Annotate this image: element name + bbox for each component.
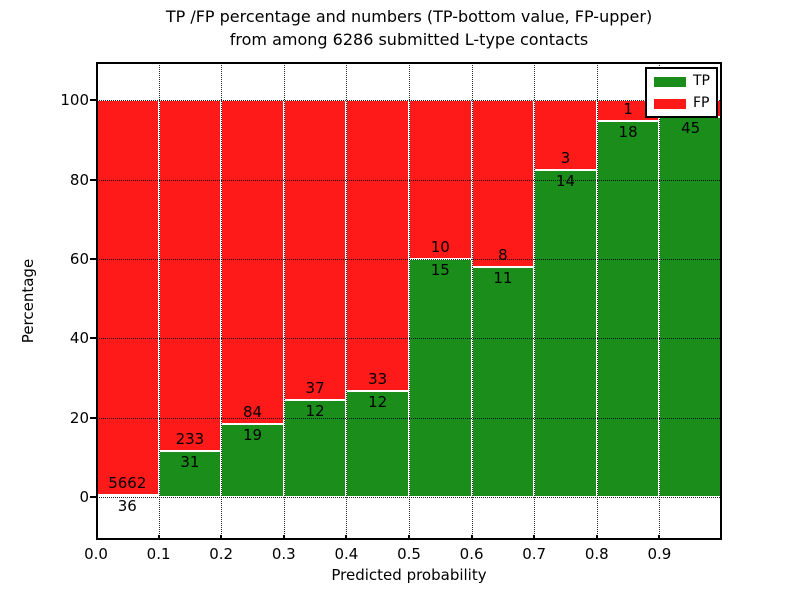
- y-tick-label: 100: [60, 91, 89, 110]
- legend-label-fp: FP: [693, 95, 710, 111]
- x-gridline: [158, 62, 160, 540]
- bar-segment-tp: [283, 399, 347, 498]
- y-tick-label: 20: [69, 408, 89, 427]
- bar-label-fp: 37: [305, 378, 325, 397]
- bar-label-tp: 12: [368, 393, 388, 412]
- x-tick-label: 0.4: [334, 545, 359, 563]
- plot-area: 365662312331984123712331510118143181452: [96, 62, 722, 540]
- legend-swatch-fp: [654, 98, 686, 109]
- y-tick-label: 40: [69, 329, 89, 348]
- x-tick: [157, 535, 160, 540]
- bar-segment-fp: [221, 100, 284, 424]
- y-tick: [90, 178, 96, 181]
- y-tick: [90, 257, 96, 260]
- bar-label-fp: 84: [242, 402, 263, 421]
- bar-segment-fp: [96, 100, 159, 495]
- x-tick: [533, 535, 536, 540]
- bar-segment-tp: [221, 423, 284, 498]
- legend-swatch-tp: [654, 76, 686, 87]
- x-tick-label: 0.2: [209, 545, 234, 563]
- bar-label-fp: 5662: [108, 473, 147, 492]
- x-tick: [658, 535, 661, 540]
- chart-title-line2: from among 6286 submitted L-type contact…: [229, 30, 589, 49]
- bar-label-tp: 31: [180, 452, 200, 471]
- bar-segment-fp: [283, 100, 347, 400]
- x-tick: [408, 535, 410, 540]
- chart-title-line1: TP /FP percentage and numbers (TP-bottom…: [165, 7, 653, 26]
- bar-segment-fp: [158, 100, 222, 451]
- bar-segment-fp: [471, 100, 535, 268]
- bar-label-fp: 8: [498, 246, 508, 265]
- x-gridline: [409, 62, 410, 540]
- y-tick: [90, 99, 96, 102]
- x-gridline: [596, 62, 598, 540]
- bar-label-tp: 15: [430, 260, 450, 279]
- bar-segment-fp: [534, 100, 597, 171]
- x-gridline: [471, 62, 473, 540]
- x-tick-label: 0.1: [146, 545, 171, 563]
- bar-label-tp: 18: [618, 123, 638, 141]
- x-tick-label: 0.5: [397, 545, 421, 563]
- x-gridline: [346, 62, 348, 540]
- x-tick: [470, 535, 473, 540]
- x-tick-label: 0.7: [522, 545, 547, 563]
- x-tick: [282, 535, 285, 540]
- x-gridline: [221, 62, 223, 540]
- bar-label-fp: 233: [175, 429, 205, 448]
- x-tick-label: 0.9: [647, 545, 672, 563]
- bar-label-tp: 45: [681, 119, 701, 137]
- bar-segment-tp: [471, 267, 535, 498]
- legend: TP FP: [645, 67, 718, 118]
- y-tick: [90, 496, 96, 499]
- bar-segment-tp: [409, 258, 472, 498]
- x-tick-label: 0.0: [84, 545, 108, 563]
- x-gridline: [659, 62, 661, 540]
- x-tick: [345, 535, 348, 540]
- y-tick-label: 80: [69, 170, 89, 189]
- x-tick-label: 0.6: [459, 545, 484, 563]
- y-tick-label: 0: [79, 488, 89, 507]
- legend-entry-fp: FP: [654, 95, 710, 111]
- x-axis-label: Predicted probability: [331, 566, 487, 584]
- bar-segment-tp: [659, 117, 722, 498]
- bar-label-fp: 3: [560, 149, 571, 168]
- y-axis-label: Percentage: [19, 258, 37, 344]
- legend-label-tp: TP: [693, 73, 710, 89]
- x-gridline: [534, 62, 536, 540]
- bar-label-tp: 11: [493, 269, 513, 288]
- legend-entry-tp: TP: [654, 73, 710, 89]
- x-tick-label: 0.3: [271, 545, 296, 563]
- bar-segment-tp: [534, 170, 597, 498]
- bar-label-fp: 1: [623, 100, 633, 118]
- bar-label-fp: 33: [368, 370, 388, 389]
- y-tick: [90, 337, 96, 340]
- y-tick-label: 60: [69, 249, 89, 268]
- bar-label-tp: 19: [242, 425, 263, 444]
- bar-label-tp: 14: [555, 172, 576, 191]
- bar-label-tp: 12: [305, 401, 325, 420]
- bar-segment-tp: [596, 121, 660, 498]
- y-tick: [90, 416, 96, 419]
- x-gridline: [283, 62, 285, 540]
- bar-segment-fp: [346, 100, 409, 392]
- bar-label-fp: 10: [430, 237, 450, 256]
- x-tick: [595, 535, 598, 540]
- bar-label-tp: 36: [117, 496, 137, 515]
- x-tick: [220, 535, 223, 540]
- x-tick-label: 0.8: [584, 545, 609, 563]
